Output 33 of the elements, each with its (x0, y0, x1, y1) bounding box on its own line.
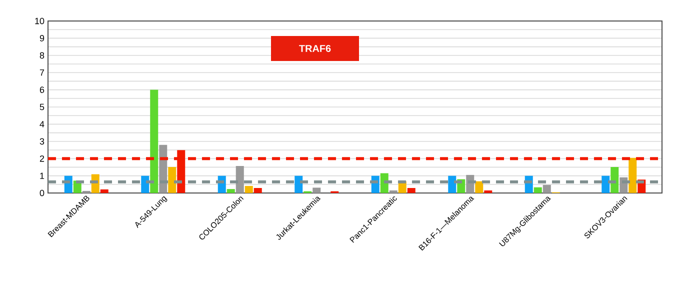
bar (380, 173, 388, 193)
bar (484, 190, 492, 193)
y-tick-label: 5 (40, 104, 44, 110)
y-tick-label: 1 (40, 172, 44, 179)
text: TRAF6 (299, 44, 331, 52)
y-tick-label: 0 (40, 190, 44, 196)
bar (254, 188, 262, 193)
bar (602, 176, 610, 193)
bar (534, 187, 542, 193)
y-tick-label: 10 (35, 18, 44, 24)
bar (542, 184, 551, 193)
y-tick-label: 7 (40, 70, 44, 76)
y-tick-label: 8 (40, 52, 44, 59)
bar (226, 189, 235, 193)
y-tick-label: 9 (40, 35, 44, 42)
bar (141, 176, 150, 193)
bar (628, 158, 637, 193)
y-tick-label: 6 (40, 86, 44, 93)
bar (312, 188, 321, 193)
bar (150, 90, 158, 193)
y-tick-label: 4 (40, 121, 44, 128)
bar (407, 188, 416, 193)
bar (448, 176, 456, 193)
bar (475, 181, 484, 193)
bar (168, 167, 176, 193)
bar (244, 186, 253, 193)
bar (389, 190, 398, 193)
y-tick-label: 3 (40, 138, 44, 145)
bar (236, 166, 244, 193)
bar (100, 189, 108, 193)
bar (610, 167, 619, 193)
y-tick-label: 2 (40, 155, 44, 162)
bar (294, 176, 303, 193)
